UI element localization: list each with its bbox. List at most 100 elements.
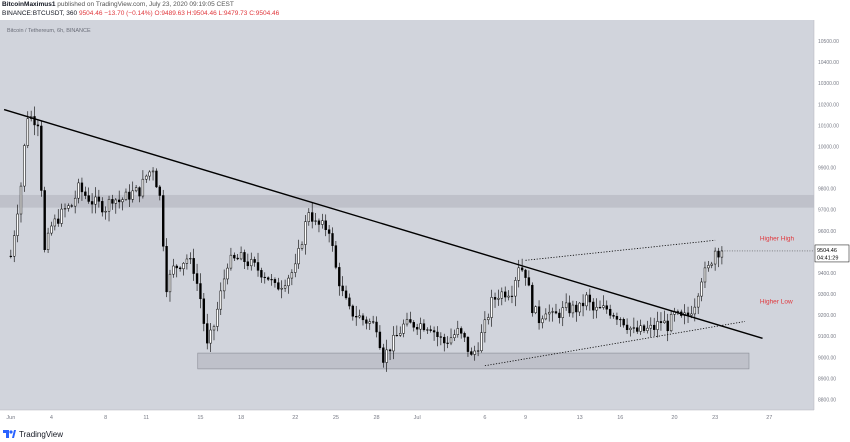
candle-body [588, 294, 592, 303]
candle-body [101, 201, 104, 213]
candle-body [368, 321, 371, 324]
candle-body [453, 334, 456, 339]
candle-body [236, 257, 239, 260]
candle-body [226, 267, 229, 280]
support-zone [197, 352, 750, 370]
candle-body [151, 170, 155, 173]
candle-body [36, 124, 40, 127]
candle-body [87, 195, 90, 202]
candle-body [432, 330, 436, 333]
x-tick-label: Jul [414, 415, 421, 421]
candle-body [415, 327, 419, 330]
candle-body [300, 244, 304, 249]
y-tick-label: 10100.00 [818, 123, 839, 129]
x-tick-label: Jun [6, 415, 15, 421]
candle-body [713, 250, 717, 265]
candle-body [341, 285, 344, 292]
candle-body [497, 297, 500, 300]
candle-body [470, 351, 473, 355]
y-tick-label: 10000.00 [818, 144, 839, 150]
candle-body [155, 170, 158, 188]
candle-body [70, 205, 73, 207]
candle-body [659, 321, 663, 324]
candle-body [639, 325, 642, 332]
candle-body [13, 235, 16, 257]
candle-body [717, 250, 720, 258]
tradingview-footer[interactable]: TradingView [3, 427, 63, 441]
candle-body [531, 284, 534, 314]
candle-body [175, 265, 178, 269]
y-tick-label: 10300.00 [818, 81, 839, 87]
candle-body [97, 196, 101, 202]
candle-body [449, 337, 453, 344]
candle-body [388, 349, 392, 352]
higher-high-line [525, 239, 716, 261]
candle-body [598, 306, 602, 309]
y-tick-label: 9200.00 [818, 313, 836, 319]
candle-body [90, 201, 94, 205]
candle-body [277, 282, 280, 290]
candle-body [216, 308, 219, 327]
candle-body [605, 305, 608, 310]
candle-body [324, 220, 327, 230]
last-price-value: 9504.46 [817, 248, 837, 254]
x-tick-label: 22 [292, 415, 298, 421]
candle-body [585, 294, 588, 307]
plot-background [0, 20, 814, 410]
candle-body [168, 273, 172, 293]
candle-body [131, 190, 134, 200]
candle-body [67, 205, 70, 209]
candle-body [703, 267, 707, 283]
candle-body [124, 191, 128, 200]
candle-body [700, 281, 703, 297]
candle-body [222, 278, 226, 292]
candle-body [646, 327, 649, 331]
candle-body [615, 316, 619, 320]
price-chart[interactable]: Higher High Higher Low 8800.00 8900.00 9000… [0, 20, 850, 424]
candle-body [669, 314, 673, 332]
candle-body [46, 232, 50, 250]
last-price: 9504.46 [78, 10, 103, 17]
candle-body [571, 304, 575, 314]
candle-body [307, 212, 310, 222]
candle-body [206, 323, 209, 344]
x-tick-label: 4 [50, 415, 53, 421]
y-tick-label: 10200.00 [818, 102, 839, 108]
time-axis [0, 410, 850, 424]
candle-body [219, 290, 222, 310]
candle-body [581, 302, 585, 307]
candle-body [480, 332, 483, 352]
candle-body [344, 290, 348, 299]
y-tick-label: 9000.00 [818, 355, 836, 361]
y-tick-label: 10500.00 [818, 39, 839, 45]
candle-body [514, 280, 517, 297]
candle-body [632, 327, 636, 329]
candle-body [636, 327, 639, 332]
x-tick-label: 28 [373, 415, 379, 421]
candle-body [443, 336, 446, 344]
candle-body [554, 311, 558, 314]
candle-body [314, 220, 317, 222]
candle-body [233, 254, 236, 259]
candle-body [493, 297, 497, 300]
candle-body [534, 306, 537, 314]
candle-body [693, 306, 696, 315]
candle-body [16, 213, 19, 236]
candle-body [260, 270, 263, 278]
candle-body [663, 320, 666, 324]
author-name[interactable]: BitcoinMaximus1 [2, 1, 56, 8]
candle-body [358, 315, 361, 318]
candle-body [399, 333, 402, 336]
x-tick-label: 16 [617, 415, 623, 421]
candle-body [19, 185, 23, 215]
candle-body [189, 258, 192, 260]
x-tick-label: 23 [712, 415, 718, 421]
higher-low-line [484, 321, 745, 367]
candle-body [666, 320, 669, 332]
candle-body [656, 321, 659, 330]
candle-body [537, 306, 541, 324]
candle-body [392, 334, 395, 352]
chart-title: Bitcoin / Tethereum, 6h, BINANCE [7, 28, 91, 34]
candle-body [402, 323, 405, 334]
x-tick-label: 15 [197, 415, 203, 421]
